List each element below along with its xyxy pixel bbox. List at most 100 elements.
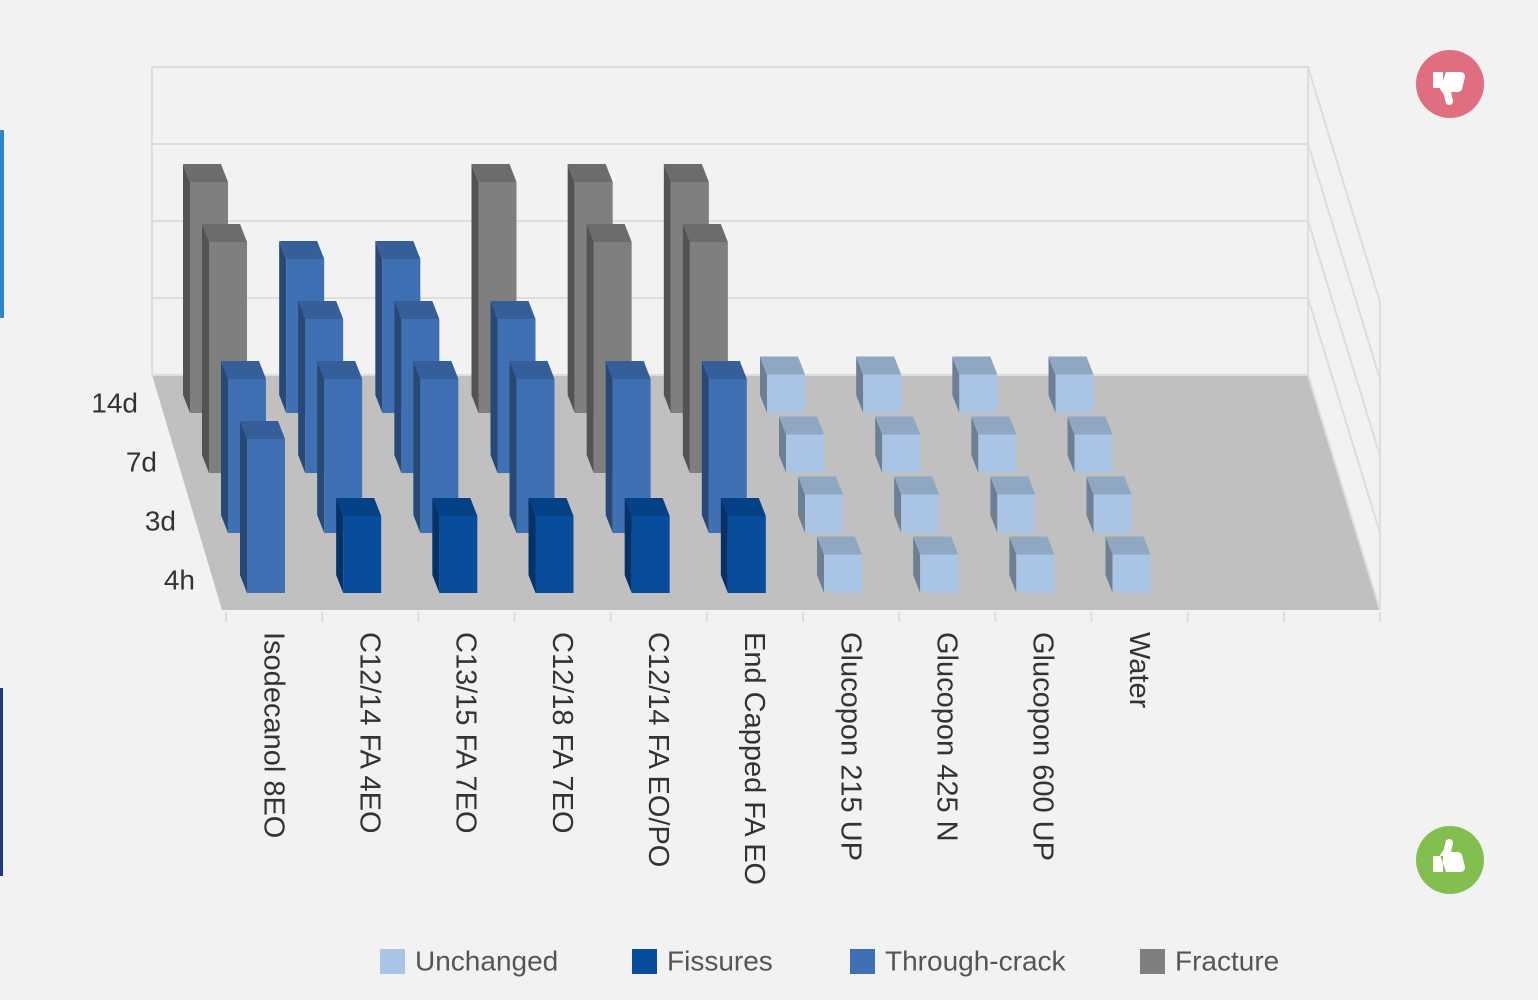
bar-top [894,476,940,495]
bar [990,476,1036,533]
bar-side [202,224,209,473]
bar-top [317,361,363,379]
bar [336,498,382,593]
bar-side [894,476,902,533]
bar-side [990,476,998,533]
bar [760,356,805,413]
legend-swatch [1140,949,1165,974]
bar-top [432,498,478,516]
bar-top [990,476,1036,495]
x-tick-label: Glucopon 215 UP [834,632,866,861]
bar-front [535,516,574,593]
x-tick-label: C13/15 FA 7EO [450,632,482,834]
bar-side [567,164,575,413]
bar-front [882,434,921,473]
bar-top [663,164,709,182]
bar [1067,416,1113,473]
bar-top [279,241,325,259]
bar-side [798,476,805,533]
legend-swatch [850,949,875,974]
bar-side [413,361,421,533]
bar [1086,476,1132,533]
bar-front [978,434,1017,473]
bar-top [240,421,285,439]
bar-side [1086,476,1094,533]
x-tick-label: Glucopon 425 N [931,632,963,842]
grid-line [152,143,1381,380]
thumbs-down[interactable] [1416,50,1484,118]
bar-top [817,536,862,555]
bar-top [202,224,247,242]
bar [971,416,1017,473]
bar [1105,536,1151,593]
bar-side [432,498,440,593]
bar-top [1009,536,1055,555]
bar-side [913,536,921,593]
bar-top [952,356,998,375]
bar-top [701,361,747,379]
bar [875,416,921,473]
bar-side [298,301,306,473]
bar-front [343,516,382,593]
x-tick-label: End Capped FA EO [738,632,770,885]
bar-side [779,416,786,473]
bar-front [727,516,766,593]
bar [528,498,574,593]
bar [624,498,670,593]
bar-side [1009,536,1017,593]
bar-top [605,361,651,379]
bar [1048,356,1094,413]
bar-side [624,498,632,593]
bar-front [959,374,998,413]
legend-label: Through-crack [885,945,1067,976]
bar-front [1093,494,1132,533]
bar-top [682,224,728,242]
bar-front [631,516,670,593]
grid-line [152,297,1381,534]
bar [240,421,285,593]
bar-side [663,164,671,413]
grid-line [152,220,1381,457]
bar [432,498,478,593]
bar-front [997,494,1036,533]
bar-side [336,498,344,593]
bar [720,498,766,593]
bar-side [471,164,479,413]
thumbs-up[interactable] [1416,826,1484,894]
bar-top [509,361,555,379]
bar-top [298,301,344,319]
bar-top [413,361,459,379]
x-tick-label: Water [1123,632,1155,709]
bar [913,536,959,593]
bar-front [805,494,843,533]
grid-line [152,66,1381,303]
bar-front [1074,434,1113,473]
bar-side [240,421,247,593]
bar-front [920,554,959,593]
bar-side [279,241,287,413]
x-tick-label: C12/14 FA 4EO [354,632,386,834]
legend-swatch [632,949,657,974]
edge-strip [0,688,3,876]
bar-top [1105,536,1151,555]
bar-side [720,498,728,593]
bar-top [720,498,766,516]
bar [894,476,940,533]
bar-side [701,361,709,533]
bar-front [1112,554,1151,593]
bar-side [1048,356,1056,413]
bar-front [901,494,940,533]
bar [817,536,862,593]
bar-top [875,416,921,435]
bar-side [183,164,190,413]
bar-top [856,356,902,375]
bar-top [528,498,574,516]
legend-swatch [380,949,405,974]
bar-top [798,476,843,495]
bar-side [394,301,402,473]
bar-front [1016,554,1055,593]
bar-front [786,434,824,473]
bar-side [682,224,690,473]
bar-top [1086,476,1132,495]
bar-top [913,536,959,555]
